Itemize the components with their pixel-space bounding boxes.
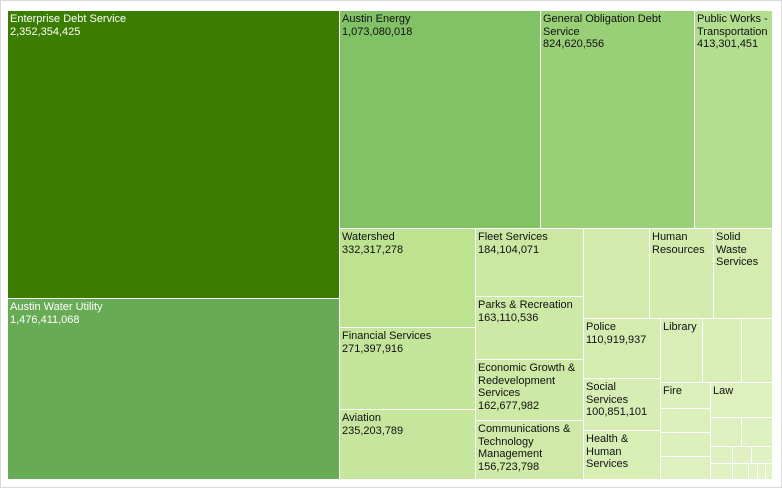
- tile-label: Police 110,919,937: [586, 321, 658, 346]
- tile-label: Aviation 235,203,789: [342, 412, 473, 437]
- treemap-tile-23[interactable]: [660, 432, 711, 457]
- tile-name: Library: [663, 321, 697, 333]
- tile-label: Public Works - Transportation 413,301,451: [697, 13, 770, 51]
- treemap-tile-24[interactable]: [660, 456, 711, 480]
- tile-label: Human Resources: [652, 231, 711, 256]
- tile-name: Financial Services: [342, 330, 432, 342]
- tile-name: Communications & Technology Management: [478, 423, 571, 460]
- treemap-tile-public-works-transportation[interactable]: Public Works - Transportation 413,301,451: [694, 10, 773, 229]
- tile-name: Fire: [663, 385, 682, 397]
- treemap-tile-26[interactable]: [710, 417, 742, 447]
- tile-value: 163,110,536: [478, 311, 539, 324]
- tile-value: 184,104,071: [478, 243, 540, 256]
- tile-name: Watershed: [342, 231, 395, 243]
- treemap-tile-fire[interactable]: Fire: [660, 382, 711, 409]
- tile-name: General Obligation Debt Service: [543, 13, 662, 38]
- treemap-tile-library[interactable]: Library: [660, 318, 703, 383]
- tile-value: 332,317,278: [342, 243, 404, 256]
- tile-value: 235,203,789: [342, 424, 404, 437]
- tile-name: Economic Growth & Redevelopment Services: [478, 362, 576, 399]
- tile-label: Law: [713, 385, 770, 398]
- tile-name: Health & Human Services: [586, 433, 629, 470]
- tile-value: 156,723,798: [478, 460, 540, 473]
- tile-name: Law: [713, 385, 734, 397]
- treemap-tile-law[interactable]: Law: [710, 382, 773, 418]
- tile-label: Parks & Recreation 163,110,536: [478, 299, 581, 324]
- treemap-tile-human-resources[interactable]: Human Resources: [649, 228, 714, 319]
- treemap-tile-31[interactable]: [710, 463, 733, 480]
- tile-label: Fleet Services 184,104,071: [478, 231, 581, 256]
- treemap-tile-fleet-services[interactable]: Fleet Services 184,104,071: [475, 228, 584, 297]
- treemap-tile-27[interactable]: [741, 417, 773, 447]
- tile-value: 271,397,916: [342, 342, 404, 355]
- tile-name: Fleet Services: [478, 231, 548, 243]
- treemap-tile-general-obligation-debt-service[interactable]: General Obligation Debt Service 824,620,5…: [540, 10, 695, 229]
- tile-value: 1,476,411,068: [10, 313, 80, 326]
- treemap-tile-communications-and-technology-management[interactable]: Communications & Technology Management 15…: [475, 420, 584, 480]
- treemap-tile-20[interactable]: [741, 318, 773, 383]
- tile-value: 824,620,556: [543, 38, 605, 50]
- tile-label: Austin Water Utility 1,476,411,068: [10, 301, 337, 326]
- tile-label: Austin Energy 1,073,080,018: [342, 13, 538, 38]
- tile-name: Enterprise Debt Service: [10, 13, 127, 25]
- tile-name: Aviation: [342, 412, 381, 424]
- tile-value: 1,073,080,018: [342, 25, 413, 38]
- treemap-tile-social-services[interactable]: Social Services 100,851,101: [583, 378, 661, 431]
- tile-name: Human Resources: [652, 231, 705, 256]
- treemap-tile-28[interactable]: [710, 446, 733, 464]
- tile-name: Social Services: [586, 381, 629, 406]
- treemap-tile-30[interactable]: [751, 446, 773, 464]
- tile-name: Austin Energy: [342, 13, 411, 25]
- treemap-tile-32[interactable]: [732, 463, 749, 480]
- tile-label: Watershed 332,317,278: [342, 231, 473, 256]
- treemap-tile-aviation[interactable]: Aviation 235,203,789: [339, 409, 476, 480]
- tile-label: Health & Human Services: [586, 433, 658, 471]
- treemap-tile-police[interactable]: Police 110,919,937: [583, 318, 661, 379]
- tile-label: Communications & Technology Management 15…: [478, 423, 581, 473]
- treemap-tile-parks-and-recreation[interactable]: Parks & Recreation 163,110,536: [475, 296, 584, 360]
- tile-name: Solid Waste Services: [716, 231, 759, 268]
- tile-name: Police: [586, 321, 616, 333]
- tile-label: Social Services 100,851,101: [586, 381, 658, 419]
- tile-name: Public Works - Transportation: [697, 13, 768, 38]
- treemap-tile-austin-energy[interactable]: Austin Energy 1,073,080,018: [339, 10, 541, 229]
- tile-label: Solid Waste Services: [716, 231, 770, 269]
- tile-value: 413,301,451: [697, 38, 759, 50]
- tile-name: Parks & Recreation: [478, 299, 573, 311]
- tile-label: Economic Growth & Redevelopment Services…: [478, 362, 581, 412]
- treemap-tile-12[interactable]: [583, 228, 650, 319]
- tile-value: 2,352,354,425: [10, 25, 81, 38]
- treemap-tile-35[interactable]: [765, 463, 773, 480]
- tile-label: Library: [663, 321, 700, 334]
- tile-label: Financial Services 271,397,916: [342, 330, 473, 355]
- treemap-tile-health-and-human-services[interactable]: Health & Human Services: [583, 430, 661, 480]
- treemap-tile-29[interactable]: [732, 446, 752, 464]
- treemap-tile-19[interactable]: [702, 318, 742, 383]
- tile-label: Enterprise Debt Service 2,352,354,425: [10, 13, 337, 38]
- tile-label: Fire: [663, 385, 708, 398]
- treemap-tile-financial-services[interactable]: Financial Services 271,397,916: [339, 327, 476, 410]
- treemap-tile-economic-growth-and-redevelopment-services[interactable]: Economic Growth & Redevelopment Services…: [475, 359, 584, 421]
- treemap-tile-watershed[interactable]: Watershed 332,317,278: [339, 228, 476, 328]
- tile-label: General Obligation Debt Service 824,620,5…: [543, 13, 692, 51]
- treemap-tile-22[interactable]: [660, 408, 711, 433]
- treemap-tile-austin-water-utility[interactable]: Austin Water Utility 1,476,411,068: [7, 298, 340, 480]
- treemap-tile-enterprise-debt-service[interactable]: Enterprise Debt Service 2,352,354,425: [7, 10, 340, 299]
- tile-name: Austin Water Utility: [10, 301, 103, 313]
- tile-value: 100,851,101: [586, 406, 648, 418]
- tile-value: 162,677,982: [478, 399, 540, 412]
- treemap-tile-solid-waste-services[interactable]: Solid Waste Services: [713, 228, 773, 319]
- tile-value: 110,919,937: [586, 333, 647, 346]
